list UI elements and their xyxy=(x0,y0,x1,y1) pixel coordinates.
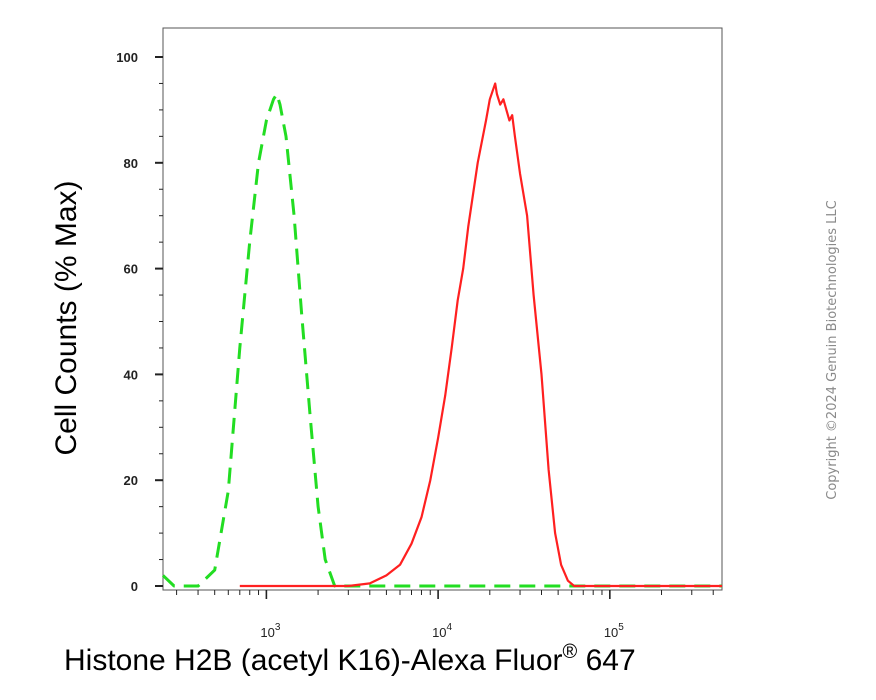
x-tick-exponent: 5 xyxy=(618,622,624,633)
x-tick-base: 10 xyxy=(260,625,274,640)
y-tick-label: 100 xyxy=(116,50,138,65)
plot-frame xyxy=(162,27,723,591)
x-axis-title: Histone H2B (acetyl K16)-Alexa Fluor® 64… xyxy=(64,641,636,677)
x-tick-label: 104 xyxy=(432,622,452,640)
series-layer xyxy=(161,82,722,588)
plot-border xyxy=(162,27,723,591)
x-tick-label: 105 xyxy=(604,622,624,640)
x-tick-base: 10 xyxy=(432,625,446,640)
x-axis-title-main: Histone H2B (acetyl K16)-Alexa Fluor xyxy=(64,644,563,677)
y-tick-label: 40 xyxy=(124,367,138,382)
y-axis: 0 20 40 60 80 100 xyxy=(116,50,163,594)
x-tick-label: 103 xyxy=(260,622,280,640)
copyright-text: Copyright ©2024 Genuin Biotechnologies L… xyxy=(825,200,840,499)
y-tick-label: 20 xyxy=(124,473,138,488)
y-tick-label: 80 xyxy=(124,156,138,171)
x-axis-title-tail: 647 xyxy=(577,644,635,677)
y-tick-label: 0 xyxy=(131,579,138,594)
y-axis-title: Cell Counts (% Max) xyxy=(50,180,83,455)
x-axis: 103 104 105 xyxy=(176,590,714,640)
control-histogram-line xyxy=(161,92,722,588)
stained-histogram-line xyxy=(239,82,722,588)
x-tick-exponent: 3 xyxy=(275,622,281,633)
y-tick-label: 60 xyxy=(124,262,138,277)
x-axis-title-sup: ® xyxy=(563,641,578,663)
x-tick-exponent: 4 xyxy=(447,622,453,633)
x-tick-base: 10 xyxy=(604,625,618,640)
